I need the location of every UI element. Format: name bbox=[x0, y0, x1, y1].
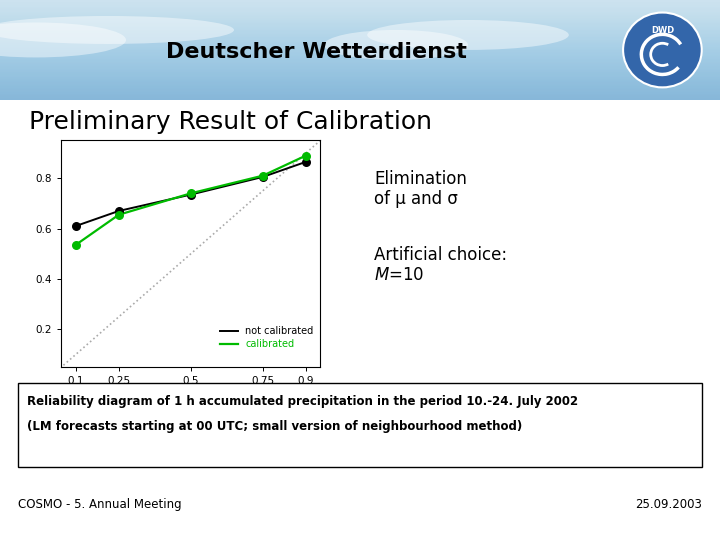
Point bbox=[70, 241, 81, 249]
Legend: not calibrated, calibrated: not calibrated, calibrated bbox=[218, 324, 315, 351]
Point bbox=[185, 189, 197, 198]
Point bbox=[70, 222, 81, 231]
Point bbox=[300, 158, 312, 166]
Text: Deutscher Wetterdienst: Deutscher Wetterdienst bbox=[166, 42, 467, 62]
Text: COSMO - 5. Annual Meeting: COSMO - 5. Annual Meeting bbox=[18, 498, 181, 511]
Point bbox=[300, 151, 312, 160]
Point bbox=[113, 207, 125, 215]
Ellipse shape bbox=[0, 16, 234, 44]
Text: (LM forecasts starting at 00 UTC; small version of neighbourhood method): (LM forecasts starting at 00 UTC; small … bbox=[27, 420, 522, 433]
Circle shape bbox=[623, 12, 702, 87]
Text: Elimination: Elimination bbox=[374, 170, 467, 188]
Text: DWD: DWD bbox=[651, 26, 674, 35]
Ellipse shape bbox=[324, 30, 468, 60]
Point bbox=[257, 173, 269, 181]
Text: 25.09.2003: 25.09.2003 bbox=[635, 498, 702, 511]
Ellipse shape bbox=[0, 23, 126, 57]
Point bbox=[257, 171, 269, 180]
Text: Reliability diagram of 1 h accumulated precipitation in the period 10.-24. July : Reliability diagram of 1 h accumulated p… bbox=[27, 395, 577, 408]
Point bbox=[113, 211, 125, 219]
Text: Artificial choice:: Artificial choice: bbox=[374, 246, 508, 264]
Point bbox=[185, 190, 197, 199]
Text: $M$=10: $M$=10 bbox=[374, 266, 425, 284]
Text: Preliminary Result of Calibration: Preliminary Result of Calibration bbox=[29, 110, 432, 133]
Ellipse shape bbox=[367, 20, 569, 50]
Text: of μ and σ: of μ and σ bbox=[374, 190, 458, 208]
